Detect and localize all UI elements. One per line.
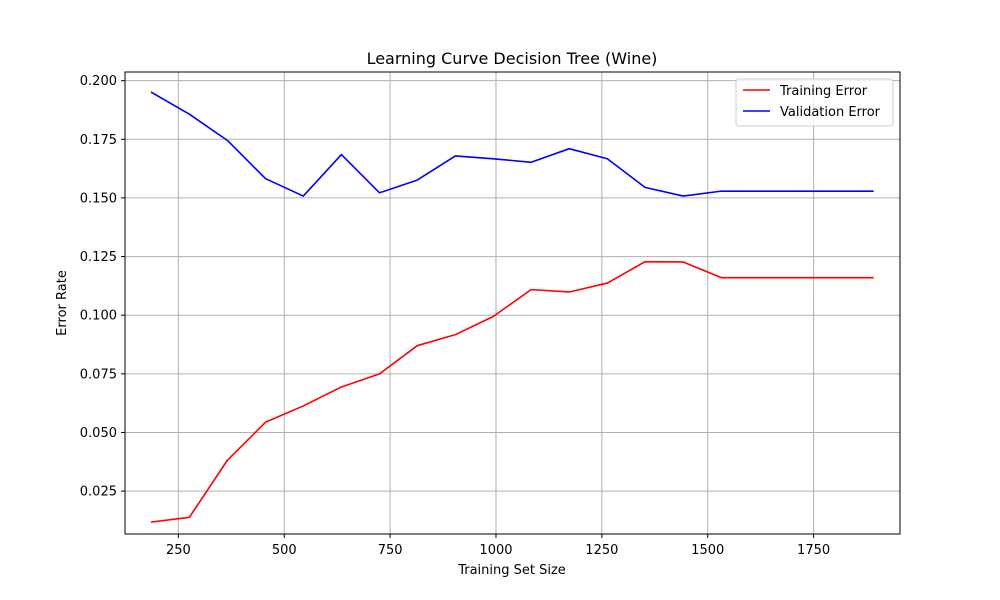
x-tick-label: 1000	[479, 543, 512, 558]
series-line-training-error	[150, 260, 874, 523]
x-tick-label: 250	[166, 543, 191, 558]
x-axis-title: Training Set Size	[457, 563, 566, 578]
y-tick-label: 0.075	[80, 367, 117, 382]
x-tick-label: 1750	[797, 543, 830, 558]
legend-label-validation-error: Validation Error	[780, 105, 881, 120]
legend-label-training-error: Training Error	[779, 84, 868, 99]
series-line-validation-error	[150, 91, 874, 197]
legend-box	[735, 78, 894, 127]
x-tick-label: 1250	[585, 543, 618, 558]
axis-ticks: 250 500 750 1000 1250 1500 1750 0.025 0.050 0.075…	[80, 74, 830, 558]
y-tick-label: 0.175	[80, 133, 117, 148]
series-lines	[150, 91, 874, 523]
y-tick-label: 0.125	[80, 250, 117, 265]
plot-area-frame	[124, 71, 901, 535]
x-tick-label: 500	[272, 543, 297, 558]
legend: Training Error Validation Error	[735, 78, 894, 127]
y-tick-label: 0.200	[80, 74, 117, 89]
y-axis-title: Error Rate	[55, 270, 70, 336]
y-tick-label: 0.150	[80, 191, 117, 206]
y-tick-label: 0.025	[80, 485, 117, 500]
x-tick-label: 1500	[691, 543, 724, 558]
y-tick-label: 0.050	[80, 426, 117, 441]
chart-title: Learning Curve Decision Tree (Wine)	[367, 49, 658, 68]
grid-lines	[125, 72, 900, 534]
y-tick-label: 0.100	[80, 309, 117, 324]
x-tick-label: 750	[378, 543, 403, 558]
